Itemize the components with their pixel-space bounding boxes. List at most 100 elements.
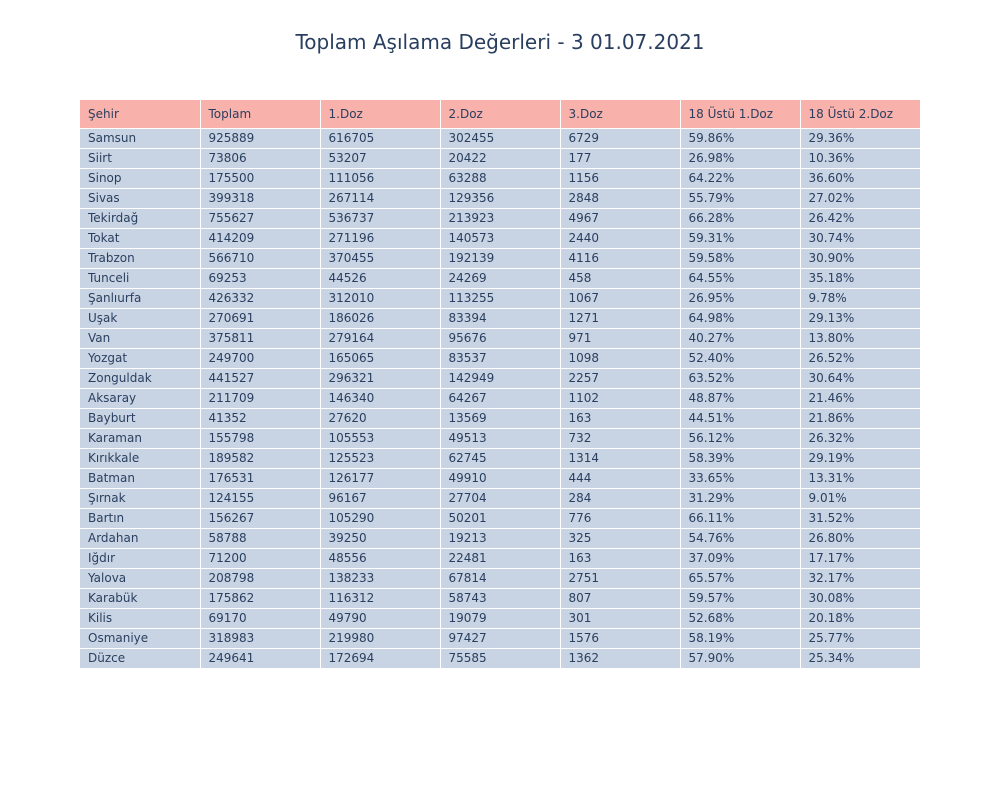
table-cell: Zonguldak	[80, 367, 201, 388]
vaccination-table: Şehir Toplam 1.Doz 2.Doz 3.Doz 18 Üstü 1.Doz 1…	[80, 100, 921, 668]
table-cell: 2440	[560, 227, 681, 248]
table-cell: Şırnak	[80, 487, 201, 508]
table-cell: 208798	[200, 567, 321, 588]
table-cell: 66.28%	[680, 207, 801, 228]
table-cell: 284	[560, 487, 681, 508]
table-cell: 732	[560, 427, 681, 448]
table-cell: 64.22%	[680, 167, 801, 188]
table-cell: 755627	[200, 207, 321, 228]
table-row: Siirt 73806 53207 20422 177 26.98% 10.36%	[80, 147, 921, 168]
table-cell: Ardahan	[80, 527, 201, 548]
table-cell: 175500	[200, 167, 321, 188]
table-cell: Iğdır	[80, 547, 201, 568]
table-cell: 41352	[200, 407, 321, 428]
table-row: Batman 176531 126177 49910 444 33.65% 13.31%	[80, 467, 921, 488]
table-cell: Bartın	[80, 507, 201, 528]
table-cell: 189582	[200, 447, 321, 468]
table-cell: 219980	[320, 627, 441, 648]
table-cell: 301	[560, 607, 681, 628]
table-cell: 1102	[560, 387, 681, 408]
table-cell: 1362	[560, 647, 681, 668]
table-cell: 20422	[440, 147, 561, 168]
table-cell: 63.52%	[680, 367, 801, 388]
table-row: Trabzon 566710 370455 192139 4116 59.58% 30.90…	[80, 247, 921, 268]
table-row: Düzce 249641 172694 75585 1362 57.90% 25.34%	[80, 647, 921, 668]
table-cell: Aksaray	[80, 387, 201, 408]
table-cell: 59.31%	[680, 227, 801, 248]
table-cell: Karabük	[80, 587, 201, 608]
table-cell: 58.19%	[680, 627, 801, 648]
table-cell: 35.18%	[800, 267, 921, 288]
table-cell: 27.02%	[800, 187, 921, 208]
table-cell: 175862	[200, 587, 321, 608]
table-cell: Sivas	[80, 187, 201, 208]
table-cell: 140573	[440, 227, 561, 248]
table-cell: 2751	[560, 567, 681, 588]
table-cell: 807	[560, 587, 681, 608]
table-cell: Batman	[80, 467, 201, 488]
table-cell: 59.86%	[680, 127, 801, 148]
table-row: Tekirdağ 755627 536737 213923 4967 66.28% 26.4…	[80, 207, 921, 228]
table-row: Bartın 156267 105290 50201 776 66.11% 31.52%	[80, 507, 921, 528]
table-cell: 64267	[440, 387, 561, 408]
table-row: Zonguldak 441527 296321 142949 2257 63.52% 30.…	[80, 367, 921, 388]
table-cell: 96167	[320, 487, 441, 508]
table-cell: 370455	[320, 247, 441, 268]
table-cell: 26.52%	[800, 347, 921, 368]
table-cell: 44526	[320, 267, 441, 288]
table-cell: 163	[560, 407, 681, 428]
table-cell: 26.42%	[800, 207, 921, 228]
table-cell: 9.78%	[800, 287, 921, 308]
table-cell: 71200	[200, 547, 321, 568]
table-cell: 21.46%	[800, 387, 921, 408]
table-cell: 312010	[320, 287, 441, 308]
table-cell: Yozgat	[80, 347, 201, 368]
table-cell: 172694	[320, 647, 441, 668]
table-cell: 9.01%	[800, 487, 921, 508]
table-cell: Sinop	[80, 167, 201, 188]
table-cell: 126177	[320, 467, 441, 488]
table-cell: 69253	[200, 267, 321, 288]
table-cell: 19213	[440, 527, 561, 548]
table-cell: 52.68%	[680, 607, 801, 628]
table-cell: Osmaniye	[80, 627, 201, 648]
table-cell: 73806	[200, 147, 321, 168]
table-cell: 30.08%	[800, 587, 921, 608]
table-row: Sinop 175500 111056 63288 1156 64.22% 36.60%	[80, 167, 921, 188]
table-cell: 48.87%	[680, 387, 801, 408]
table-cell: 26.80%	[800, 527, 921, 548]
table-body: Samsun 925889 616705 302455 6729 59.86% 29.36%…	[80, 127, 921, 668]
table-cell: 58743	[440, 587, 561, 608]
table-row: Karaman 155798 105553 49513 732 56.12% 26.32%	[80, 427, 921, 448]
table-cell: 318983	[200, 627, 321, 648]
table-cell: 6729	[560, 127, 681, 148]
table-cell: 27704	[440, 487, 561, 508]
table-row: Şırnak 124155 96167 27704 284 31.29% 9.01%	[80, 487, 921, 508]
table-cell: 165065	[320, 347, 441, 368]
table-row: Ardahan 58788 39250 19213 325 54.76% 26.80%	[80, 527, 921, 548]
table-cell: Van	[80, 327, 201, 348]
table-cell: 66.11%	[680, 507, 801, 528]
table-row: Kırıkkale 189582 125523 62745 1314 58.39% 29.1…	[80, 447, 921, 468]
table-cell: 296321	[320, 367, 441, 388]
table-cell: 65.57%	[680, 567, 801, 588]
table-cell: 33.65%	[680, 467, 801, 488]
table-row: Iğdır 71200 48556 22481 163 37.09% 17.17%	[80, 547, 921, 568]
table-cell: 1314	[560, 447, 681, 468]
table-cell: 116312	[320, 587, 441, 608]
table-cell: 29.19%	[800, 447, 921, 468]
table-cell: 13569	[440, 407, 561, 428]
table-cell: 458	[560, 267, 681, 288]
table-row: Şanlıurfa 426332 312010 113255 1067 26.95% 9.7…	[80, 287, 921, 308]
table-cell: 53207	[320, 147, 441, 168]
table-row: Karabük 175862 116312 58743 807 59.57% 30.08%	[80, 587, 921, 608]
table-cell: 25.77%	[800, 627, 921, 648]
column-header: 2.Doz	[440, 100, 561, 128]
table-cell: 444	[560, 467, 681, 488]
table-cell: 37.09%	[680, 547, 801, 568]
table-cell: 49790	[320, 607, 441, 628]
table-cell: Kırıkkale	[80, 447, 201, 468]
table-cell: 176531	[200, 467, 321, 488]
table-cell: 58.39%	[680, 447, 801, 468]
table-row: Uşak 270691 186026 83394 1271 64.98% 29.13%	[80, 307, 921, 328]
